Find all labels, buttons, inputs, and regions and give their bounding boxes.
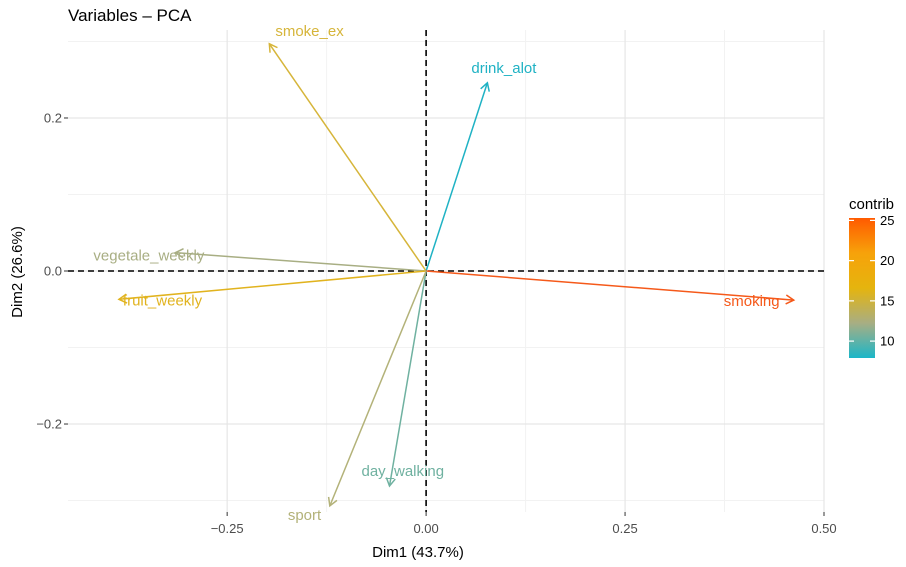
label-smoke_ex: smoke_ex bbox=[275, 23, 344, 40]
arrow-day_walking bbox=[388, 270, 427, 487]
legend-tick-label: 15 bbox=[880, 293, 894, 308]
y-tick-label: 0.0 bbox=[44, 264, 62, 279]
label-sport: sport bbox=[288, 507, 322, 524]
arrowhead-smoking bbox=[785, 294, 796, 305]
legend-colorbar bbox=[849, 218, 875, 358]
x-axis: −0.25 0.00 0.25 0.50 bbox=[211, 512, 837, 536]
legend-tick-label: 10 bbox=[880, 334, 894, 349]
y-tick-label: 0.2 bbox=[44, 110, 62, 125]
legend: contrib 10 15 20 25 bbox=[849, 196, 894, 358]
arrowhead-day_walking bbox=[385, 477, 396, 488]
legend-title: contrib bbox=[849, 196, 894, 213]
legend-ticks: 10 15 20 25 bbox=[849, 213, 894, 349]
arrowhead-fruit_weekly bbox=[117, 293, 128, 304]
x-tick-label: −0.25 bbox=[211, 521, 244, 536]
chart-title: Variables – PCA bbox=[68, 6, 192, 25]
x-tick-label: 0.50 bbox=[811, 521, 836, 536]
x-axis-title: Dim1 (43.7%) bbox=[372, 544, 464, 561]
variable-labels: smoke_ex drink_alot vegetale_weekly fruit_w… bbox=[93, 23, 779, 524]
x-tick-label: 0.00 bbox=[413, 521, 438, 536]
legend-tick-label: 20 bbox=[880, 253, 894, 268]
arrow-smoking bbox=[426, 270, 794, 301]
arrowhead-vegetale_weekly bbox=[173, 248, 184, 259]
arrow-vegetale_weekly bbox=[175, 251, 427, 272]
y-tick-label: −0.2 bbox=[36, 417, 62, 432]
legend-tick-label: 25 bbox=[880, 213, 894, 228]
arrow-drink_alot bbox=[425, 82, 489, 272]
label-smoking: smoking bbox=[724, 293, 780, 310]
y-axis: −0.2 0.0 0.2 bbox=[36, 110, 68, 432]
arrow-fruit_weekly bbox=[118, 270, 427, 301]
plot-panel: smoke_ex drink_alot vegetale_weekly fruit_w… bbox=[68, 23, 825, 524]
arrow-sport bbox=[329, 270, 427, 507]
arrow-smoke_ex bbox=[268, 43, 427, 272]
variable-arrows bbox=[117, 42, 796, 508]
arrowhead-drink_alot bbox=[480, 81, 490, 92]
arrowhead-sport bbox=[327, 496, 338, 508]
y-axis-title: Dim2 (26.6%) bbox=[9, 226, 26, 318]
label-fruit_weekly: fruit_weekly bbox=[123, 292, 203, 309]
label-drink_alot: drink_alot bbox=[471, 60, 537, 77]
arrowhead-smoke_ex bbox=[268, 42, 278, 53]
x-tick-label: 0.25 bbox=[612, 521, 637, 536]
label-day_walking: day_walking bbox=[361, 463, 444, 480]
label-vegetale_weekly: vegetale_weekly bbox=[93, 248, 204, 265]
